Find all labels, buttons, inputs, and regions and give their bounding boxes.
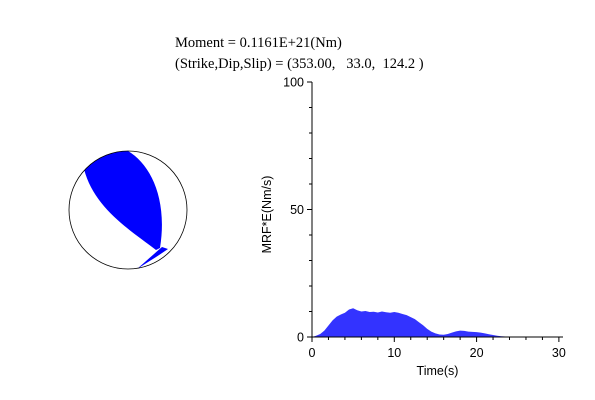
x-axis-ticks: 0 10 20 30	[309, 337, 566, 360]
x-tick-label: 10	[387, 346, 401, 360]
moment-label: Moment = 0.1161E+21(Nm)	[175, 35, 342, 51]
beachball-compressional-quadrant	[84, 151, 162, 250]
mechanism-label: (Strike,Dip,Slip) = (353.00, 33.0, 124.2…	[175, 56, 424, 72]
y-tick-label: 0	[297, 331, 304, 345]
y-axis-label: MRF*E(Nm/s)	[260, 176, 274, 254]
y-tick-label: 100	[283, 76, 304, 90]
beachball-outline	[68, 150, 188, 270]
x-tick-label: 30	[552, 346, 566, 360]
focal-mechanism-beachball	[68, 150, 188, 270]
x-tick-label: 20	[470, 346, 484, 360]
y-tick-label: 50	[290, 203, 304, 217]
x-axis-label: Time(s)	[417, 364, 459, 378]
moment-rate-function-chart: 0 10 20 30 0 50 100 Time(s) MRF*E(Nm/s)	[260, 76, 566, 379]
x-tick-label: 0	[309, 346, 316, 360]
beachball-compressional-quadrant-lower	[137, 247, 168, 269]
moment-rate-area	[312, 308, 559, 337]
y-axis-ticks: 0 50 100	[283, 76, 312, 345]
